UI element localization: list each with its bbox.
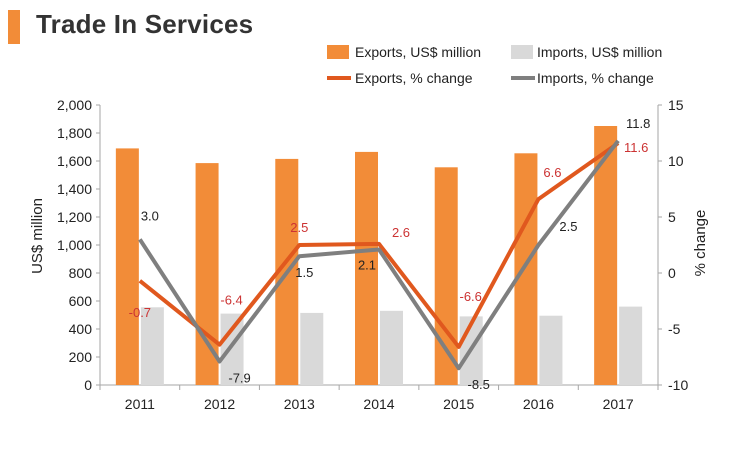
legend-label-imports-line: Imports, % change — [537, 70, 654, 86]
data-label-exports-change: 11.6 — [624, 140, 648, 155]
x-tick-label: 2012 — [204, 396, 235, 412]
y-axis-title: US$ million — [29, 198, 46, 274]
line-exports-change — [138, 141, 620, 349]
data-label-imports-change: 11.8 — [626, 116, 650, 131]
legend: Exports, US$ million Imports, US$ millio… — [327, 44, 662, 86]
x-tick-label: 2011 — [125, 396, 155, 412]
bar-imports — [380, 310, 403, 385]
y2-tick-label: -10 — [668, 377, 688, 393]
y-tick-label: 1,400 — [57, 181, 92, 197]
legend-label-exports-bar: Exports, US$ million — [355, 44, 481, 60]
bar-imports — [619, 306, 643, 385]
bar-exports — [594, 126, 618, 385]
y2-tick-label: 15 — [668, 97, 684, 113]
y-tick-label: 800 — [69, 265, 93, 281]
y-tick-label: 200 — [69, 349, 93, 365]
x-tick-label: 2017 — [603, 396, 634, 412]
bar-imports — [140, 307, 164, 385]
y-tick-label: 600 — [69, 293, 93, 309]
x-tick-label: 2016 — [523, 396, 554, 412]
y2-axis-title: % change — [692, 210, 709, 277]
page-title: Trade In Services — [36, 9, 254, 39]
x-tick-label: 2013 — [284, 396, 315, 412]
bar-imports — [220, 313, 244, 385]
x-tick-label: 2014 — [363, 396, 394, 412]
data-label-imports-change: 3.0 — [141, 208, 159, 223]
bar-exports — [355, 151, 378, 385]
bar-imports — [539, 315, 563, 385]
data-label-exports-change: -6.6 — [460, 289, 482, 304]
data-label-exports-change: 6.6 — [543, 165, 561, 180]
title-accent-bar — [8, 10, 20, 44]
data-label-imports-change: 2.5 — [559, 219, 577, 234]
y-tick-label: 1,800 — [57, 125, 92, 141]
legend-swatch-exports-bar — [327, 45, 349, 59]
bar-imports — [300, 312, 324, 385]
y-tick-label: 1,200 — [57, 209, 92, 225]
y2-tick-label: -5 — [668, 321, 681, 337]
data-label-exports-change: 2.5 — [290, 220, 308, 235]
data-label-imports-change: -7.9 — [228, 370, 250, 385]
data-label-imports-change: -8.5 — [468, 377, 490, 392]
bar-exports — [115, 148, 139, 385]
y-tick-label: 1,600 — [57, 153, 92, 169]
legend-label-imports-bar: Imports, US$ million — [537, 44, 662, 60]
data-label-exports-change: -6.4 — [220, 293, 242, 308]
legend-swatch-imports-bar — [511, 45, 533, 59]
data-label-exports-change: -0.7 — [129, 305, 151, 320]
y2-tick-label: 5 — [668, 209, 676, 225]
x-tick-label: 2015 — [443, 396, 474, 412]
legend-label-exports-line: Exports, % change — [355, 70, 473, 86]
bar-exports — [514, 153, 538, 385]
y-tick-label: 400 — [69, 321, 93, 337]
y-tick-label: 1,000 — [57, 237, 92, 253]
y2-tick-label: 0 — [668, 265, 676, 281]
data-label-exports-change: 2.6 — [392, 225, 410, 240]
bar-exports — [434, 167, 458, 385]
y2-tick-label: 10 — [668, 153, 684, 169]
y-tick-label: 0 — [84, 377, 92, 393]
data-label-imports-change: 2.1 — [358, 257, 376, 272]
line-imports-change — [138, 139, 620, 371]
y-tick-label: 2,000 — [57, 97, 92, 113]
data-label-imports-change: 1.5 — [295, 265, 313, 280]
